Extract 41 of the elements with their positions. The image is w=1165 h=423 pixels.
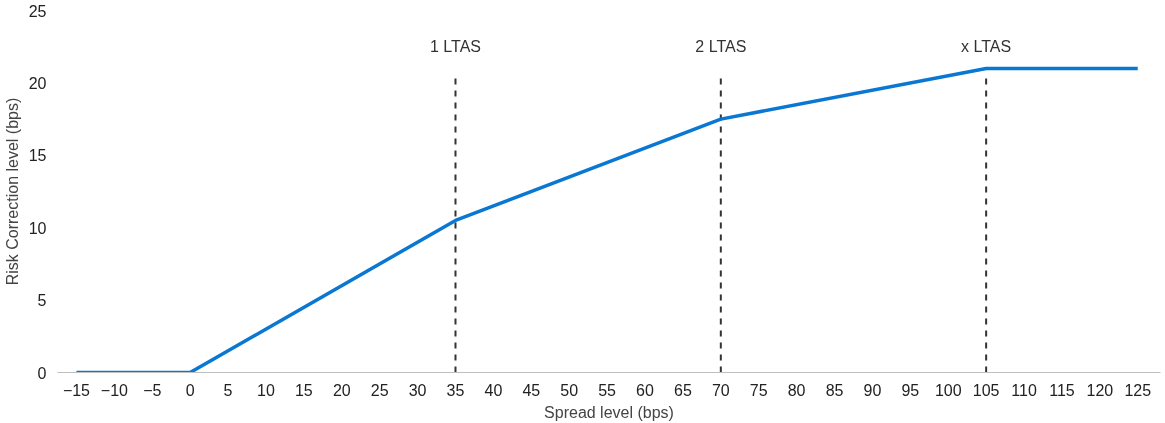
y-tick-label: 15 [28, 147, 47, 165]
y-tick-label: 0 [37, 364, 47, 382]
y-axis-title: Risk Correction level (bps) [3, 97, 21, 286]
y-tick-label: 25 [28, 2, 47, 20]
x-tick-label: 20 [332, 381, 351, 399]
x-tick-label: 5 [223, 381, 233, 399]
x-tick-label: 25 [370, 381, 389, 399]
x-tick-label: 60 [636, 381, 655, 399]
x-tick-label: 70 [711, 381, 730, 399]
x-tick-label: −15 [62, 381, 91, 399]
x-tick-label: 110 [1011, 381, 1037, 399]
x-tick-label: 10 [257, 381, 275, 399]
y-tick-label: 10 [28, 219, 47, 237]
x-tick-label: 100 [934, 381, 962, 399]
y-tick-label: 5 [37, 292, 47, 310]
x-tick-label: 80 [787, 381, 806, 399]
x-tick-label: 115 [1049, 381, 1075, 399]
x-tick-label: −5 [143, 381, 162, 399]
x-tick-label: 75 [749, 381, 768, 399]
x-tick-label: 90 [863, 381, 882, 399]
x-tick-label: 15 [294, 381, 313, 399]
line-series [74, 66, 1140, 373]
x-tick-label: 85 [825, 381, 844, 399]
ref-line-label: 1 LTAS [430, 38, 481, 56]
x-tick-label: 95 [901, 381, 920, 399]
x-tick-label: 120 [1086, 381, 1114, 399]
x-tick-label: 65 [674, 381, 692, 399]
x-tick-label: 0 [185, 381, 195, 399]
ref-line-label: 2 LTAS [695, 38, 747, 56]
x-tick-label: 55 [598, 381, 617, 399]
x-tick-label: 35 [446, 381, 465, 399]
y-tick-label: 20 [28, 74, 47, 92]
x-tick-label: 30 [408, 381, 427, 399]
x-tick-label: 105 [972, 381, 1000, 399]
x-tick-label: 40 [484, 381, 503, 399]
x-tick-label: 45 [522, 381, 541, 399]
ref-line-label: x LTAS [961, 38, 1012, 56]
x-tick-label: 50 [560, 381, 579, 399]
x-tick-label: 125 [1124, 381, 1152, 399]
x-tick-label: −10 [100, 381, 129, 399]
x-axis-title: Spread level (bps) [544, 403, 674, 421]
